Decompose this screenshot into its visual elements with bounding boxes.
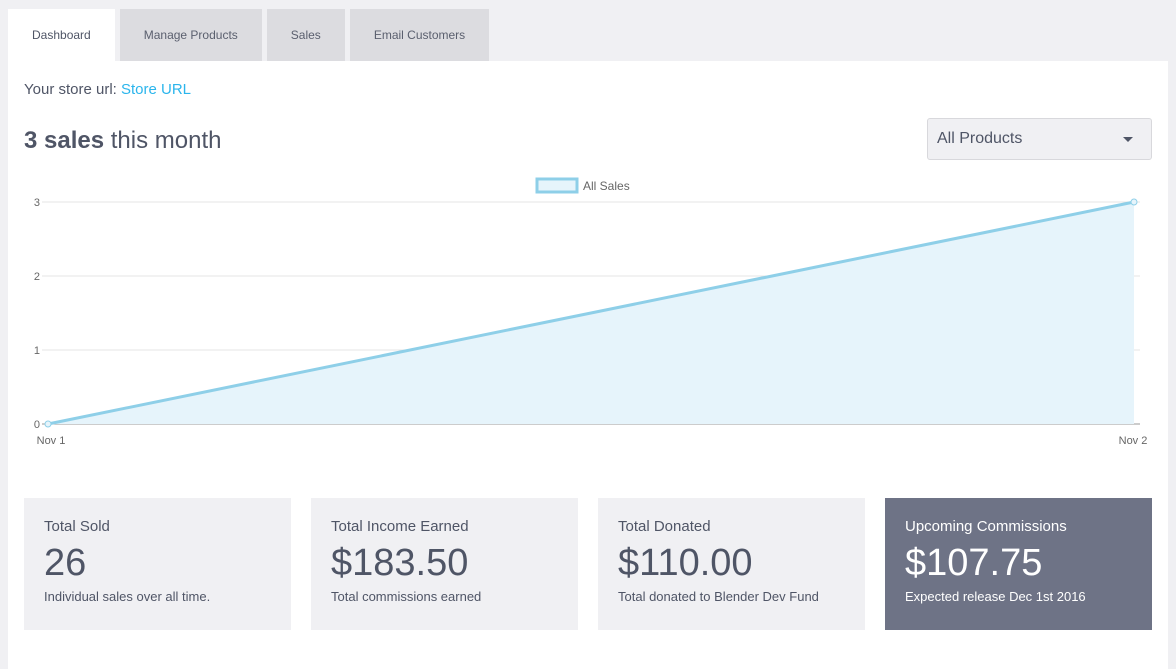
- stats-cards: Total Sold 26 Individual sales over all ti…: [24, 498, 1152, 630]
- card-sub: Total commissions earned: [331, 589, 482, 604]
- card-value: $107.75: [905, 542, 1043, 584]
- product-filter-value: All Products: [937, 130, 1023, 147]
- card-upcoming-commissions: Upcoming Commissions $107.75 Expected rele…: [885, 498, 1152, 630]
- card-total-donated: Total Donated $110.00 Total donated to Ble…: [598, 498, 865, 630]
- store-url-line: Your store url: Store URL: [24, 81, 191, 98]
- card-label: Upcoming Commissions: [905, 518, 1067, 535]
- store-url-link[interactable]: Store URL: [121, 81, 192, 98]
- tab-manage-products[interactable]: Manage Products: [119, 9, 262, 61]
- page-title: 3 sales this month: [24, 127, 221, 155]
- x-tick-label: Nov 1: [37, 435, 66, 447]
- card-value: 26: [44, 542, 87, 584]
- y-tick-label: 1: [34, 345, 40, 357]
- data-point: [1130, 198, 1138, 206]
- card-total-sold: Total Sold 26 Individual sales over all ti…: [24, 498, 291, 630]
- caret-down-icon: [1123, 137, 1133, 142]
- card-sub: Total donated to Blender Dev Fund: [618, 589, 819, 604]
- sales-chart: 0 1 2 3 Nov 1 Nov 2 All Sales: [34, 177, 1148, 447]
- title-rest: this month: [104, 127, 222, 154]
- series-line: [47, 200, 1135, 426]
- x-tick-label: Nov 2: [1119, 435, 1148, 447]
- tab-email-customers[interactable]: Email Customers: [349, 9, 490, 61]
- tab-bar: Dashboard Manage Products Sales Email Cu…: [8, 9, 490, 61]
- y-tick-label: 3: [34, 197, 40, 209]
- card-value: $110.00: [618, 542, 753, 584]
- tab-sales[interactable]: Sales: [266, 9, 345, 61]
- product-filter-select[interactable]: All Products: [927, 118, 1152, 160]
- y-tick-label: 0: [34, 419, 40, 431]
- card-label: Total Income Earned: [331, 518, 469, 535]
- card-label: Total Sold: [44, 518, 110, 535]
- card-label: Total Donated: [618, 518, 711, 535]
- legend-swatch: [535, 177, 579, 194]
- card-sub: Individual sales over all time.: [44, 589, 211, 604]
- legend-label: All Sales: [583, 179, 630, 193]
- card-sub: Expected release Dec 1st 2016: [905, 589, 1086, 604]
- data-point: [44, 420, 52, 428]
- card-total-income: Total Income Earned $183.50 Total commissi…: [311, 498, 578, 630]
- store-url-label: Your store url:: [24, 81, 121, 98]
- card-value: $183.50: [331, 542, 469, 584]
- tab-dashboard[interactable]: Dashboard: [8, 9, 115, 61]
- sales-count: 3 sales: [24, 127, 105, 154]
- y-tick-label: 2: [34, 271, 40, 283]
